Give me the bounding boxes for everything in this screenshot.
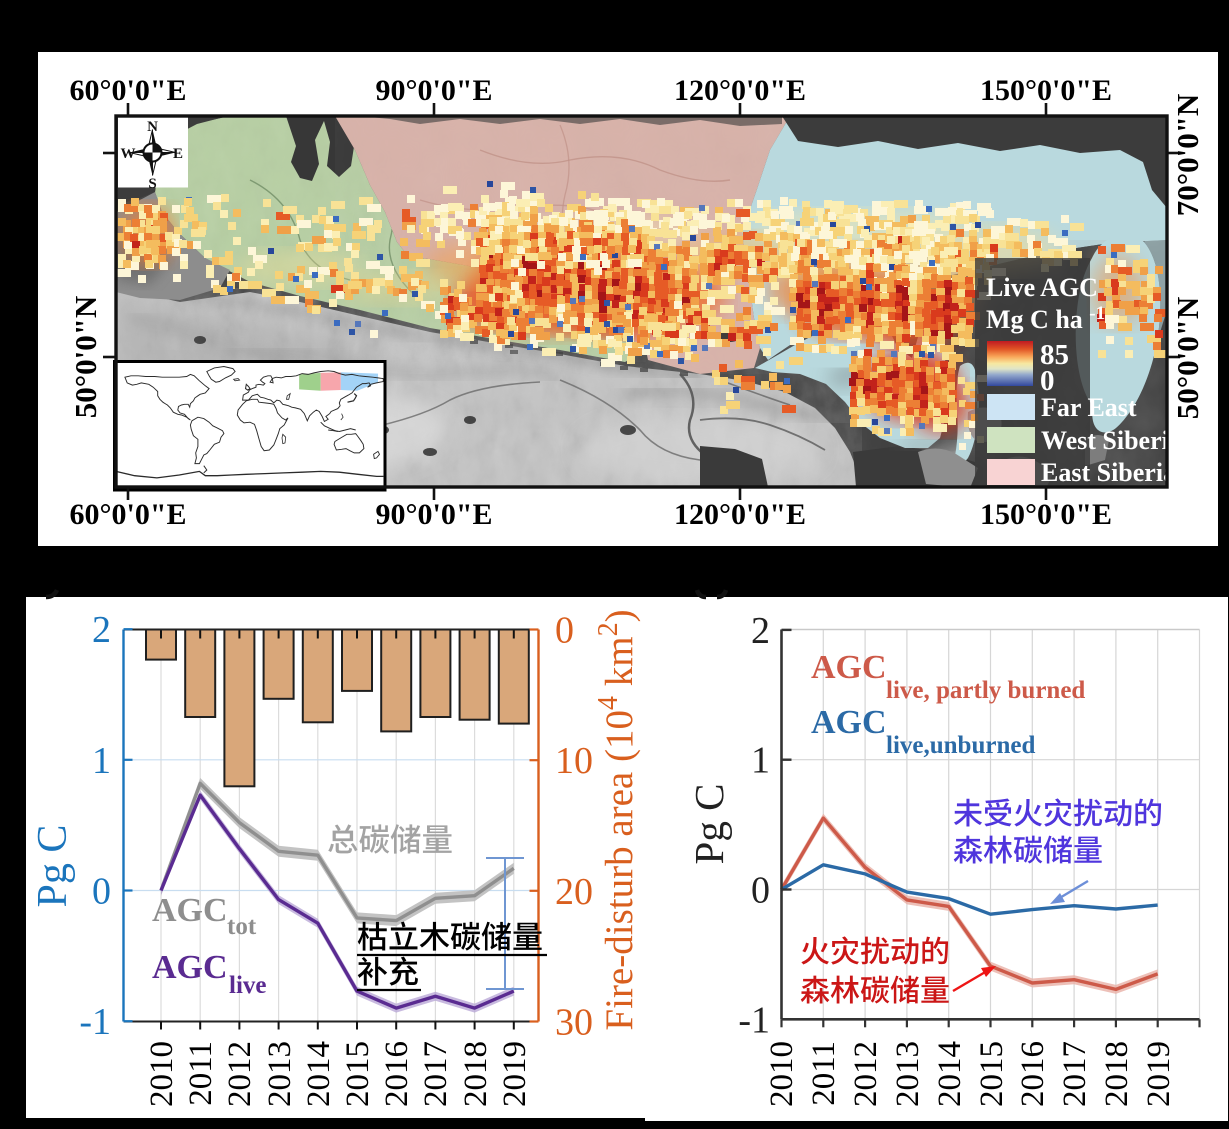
svg-text:Pg C: Pg C xyxy=(30,825,76,908)
svg-text:120°0'0"E: 120°0'0"E xyxy=(674,74,806,107)
svg-text:2010: 2010 xyxy=(144,1041,180,1107)
svg-text:0: 0 xyxy=(92,871,111,913)
svg-text:90°0'0"E: 90°0'0"E xyxy=(376,74,493,107)
svg-text:AGC: AGC xyxy=(811,704,887,741)
svg-text:0: 0 xyxy=(1040,365,1055,397)
svg-text:2011: 2011 xyxy=(806,1041,842,1106)
svg-text:2010: 2010 xyxy=(764,1041,800,1107)
svg-text:Live AGC: Live AGC xyxy=(986,273,1098,302)
svg-text:2013: 2013 xyxy=(262,1041,298,1107)
svg-text:West Siberia: West Siberia xyxy=(1041,426,1182,455)
svg-text:0: 0 xyxy=(751,870,770,912)
svg-text:2016: 2016 xyxy=(1015,1041,1051,1107)
svg-text:2014: 2014 xyxy=(932,1041,968,1107)
svg-text:2018: 2018 xyxy=(458,1041,494,1107)
svg-text:live, partly burned: live, partly burned xyxy=(886,677,1085,704)
svg-text:Mg C ha -1: Mg C ha -1 xyxy=(986,303,1105,334)
svg-text:2011: 2011 xyxy=(183,1041,219,1106)
svg-text:N: N xyxy=(147,119,158,135)
svg-text:Fire-disturb area (104 km2): Fire-disturb area (104 km2) xyxy=(593,609,641,1030)
svg-text:85: 85 xyxy=(1040,339,1069,371)
svg-text:2017: 2017 xyxy=(1057,1041,1093,1107)
svg-text:10: 10 xyxy=(555,740,593,782)
svg-text:2015: 2015 xyxy=(974,1041,1010,1107)
svg-text:2014: 2014 xyxy=(301,1041,337,1107)
svg-text:50°0'0"N: 50°0'0"N xyxy=(1170,297,1205,420)
svg-text:20: 20 xyxy=(555,871,593,913)
svg-text:2016: 2016 xyxy=(379,1041,415,1107)
svg-text:Far East: Far East xyxy=(1041,393,1137,422)
svg-text:2012: 2012 xyxy=(222,1041,258,1107)
svg-text:East Siberia: East Siberia xyxy=(1041,458,1176,487)
svg-text:2015: 2015 xyxy=(340,1041,376,1107)
svg-text:90°0'0"E: 90°0'0"E xyxy=(376,498,493,531)
svg-text:AGC: AGC xyxy=(152,949,228,986)
svg-text:60°0'0"E: 60°0'0"E xyxy=(70,74,187,107)
svg-text:AGC: AGC xyxy=(811,649,887,686)
svg-text:1: 1 xyxy=(92,740,111,782)
svg-text:2012: 2012 xyxy=(848,1041,884,1107)
svg-text:70°0'0"N: 70°0'0"N xyxy=(1170,94,1205,217)
svg-text:150°0'0"E: 150°0'0"E xyxy=(980,498,1112,531)
svg-text:Pg C: Pg C xyxy=(686,784,732,865)
svg-text:30: 30 xyxy=(555,1002,593,1044)
svg-text:W: W xyxy=(121,146,136,162)
svg-text:1: 1 xyxy=(751,740,770,782)
svg-text:2017: 2017 xyxy=(418,1041,454,1107)
svg-text:2: 2 xyxy=(751,610,770,652)
svg-text:-1: -1 xyxy=(738,999,770,1041)
svg-text:2019: 2019 xyxy=(1141,1041,1177,1107)
svg-text:120°0'0"E: 120°0'0"E xyxy=(674,498,806,531)
svg-text:live: live xyxy=(229,972,267,999)
svg-text:2018: 2018 xyxy=(1099,1041,1135,1107)
svg-text:2: 2 xyxy=(92,609,111,651)
svg-text:2013: 2013 xyxy=(890,1041,926,1107)
svg-text:0: 0 xyxy=(555,610,574,652)
svg-text:E: E xyxy=(173,146,183,162)
svg-text:S: S xyxy=(148,176,156,192)
svg-text:-1: -1 xyxy=(79,1001,111,1043)
svg-text:tot: tot xyxy=(227,913,257,940)
svg-text:live,unburned: live,unburned xyxy=(886,732,1035,759)
svg-text:150°0'0"E: 150°0'0"E xyxy=(980,74,1112,107)
svg-text:50°0'0"N: 50°0'0"N xyxy=(68,296,103,419)
svg-text:AGC: AGC xyxy=(152,892,228,929)
svg-text:2019: 2019 xyxy=(497,1041,533,1107)
svg-text:60°0'0"E: 60°0'0"E xyxy=(70,498,187,531)
